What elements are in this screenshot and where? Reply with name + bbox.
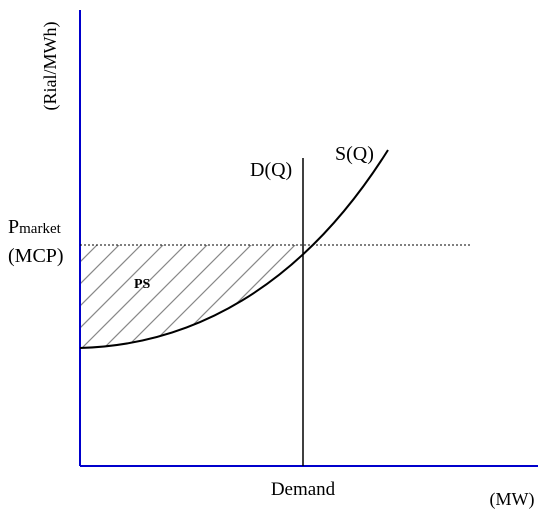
demand-tick-label: Demand [271, 479, 336, 500]
hatch-line [80, 245, 103, 348]
hatch-line [135, 245, 257, 348]
hatch-line [334, 240, 454, 360]
hatch-line [80, 245, 191, 348]
hatch-line [356, 240, 476, 360]
hatch-line [289, 245, 313, 348]
hatch-line [201, 245, 313, 348]
producer-surplus-label: PS [134, 277, 151, 292]
price-label-sub: market [19, 221, 61, 237]
hatch-line [267, 245, 313, 348]
producer-surplus-hatch [80, 240, 498, 360]
y-axis-label: (Rial/MWh) [40, 22, 61, 111]
hatch-line [80, 245, 125, 348]
price-label: Pmarket [8, 216, 62, 238]
demand-curve-label: D(Q) [250, 159, 292, 181]
hatch-line [91, 245, 213, 348]
supply-curve [79, 149, 389, 349]
hatch-line [113, 245, 235, 348]
hatch-line [245, 245, 313, 348]
supply-curve-label: S(Q) [335, 143, 374, 165]
hatch-line [157, 245, 279, 348]
hatch-line [378, 240, 498, 360]
hatch-line [311, 245, 313, 348]
hatch-line [80, 245, 169, 348]
x-axis-label: (MW) [490, 489, 535, 510]
price-label-main: P [8, 216, 19, 238]
hatch-line [80, 245, 147, 348]
hatch-line [179, 245, 301, 348]
price-label-mcp: (MCP) [8, 245, 64, 267]
